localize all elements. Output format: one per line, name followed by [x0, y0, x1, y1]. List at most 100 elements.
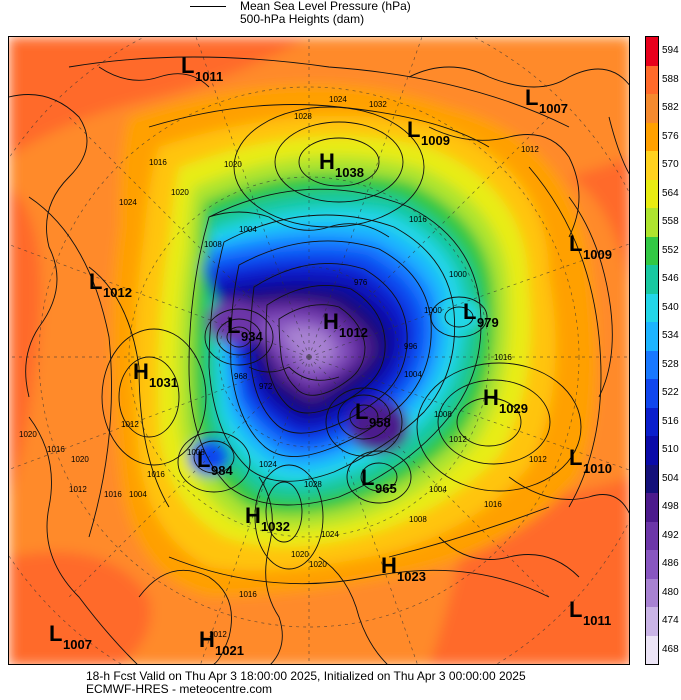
pressure-value: 1029: [499, 401, 528, 416]
isobar-label: 1024: [119, 198, 137, 207]
pressure-value: 1010: [583, 461, 612, 476]
isobar-label: 1020: [224, 160, 242, 169]
weather-map: 1024 1028 1032 1016 1020 1024 1012 1016 …: [8, 36, 630, 665]
colorbar-cell: [646, 493, 658, 522]
pressure-symbol: L: [407, 117, 420, 142]
colorbar-cell: [646, 607, 658, 636]
isobar-label: 1012: [69, 485, 87, 494]
isobar-label: 1024: [321, 530, 339, 539]
pressure-low-1010: L 1010: [569, 445, 612, 476]
isobar-label: 1012: [449, 435, 467, 444]
isobar-label: 996: [404, 342, 418, 351]
pressure-value: 1012: [103, 285, 132, 300]
isobar-label: 1020: [171, 188, 189, 197]
colorbar-cell: [646, 236, 658, 266]
footer: 18-h Fcst Valid on Thu Apr 3 18:00:00 20…: [86, 670, 526, 696]
pressure-value: 1038: [335, 165, 364, 180]
isobar-label: 1020: [19, 430, 37, 439]
pressure-symbol: H: [483, 385, 499, 410]
pressure-systems: L 1011 L 1007 L 1009 H 1038 L 1009 L 101…: [49, 53, 612, 658]
pressure-low-984: L 984: [197, 447, 233, 478]
pressure-value: 1011: [195, 69, 223, 84]
pressure-low-934: L 934: [227, 313, 263, 344]
isobar-label: 1008: [434, 410, 452, 419]
pressure-value: 1009: [421, 133, 450, 148]
pressure-symbol: L: [197, 447, 210, 472]
colorbar-cell: [646, 94, 658, 123]
colorbar-tick-label: 534: [662, 330, 679, 342]
pressure-symbol: H: [245, 503, 261, 528]
isobar-label: 1016: [484, 500, 502, 509]
isobar-label: 1016: [147, 470, 165, 479]
pressure-value: 984: [211, 463, 233, 478]
isobar-label: 1020: [291, 550, 309, 559]
pressure-value: 1009: [583, 247, 612, 262]
colorbar-tick-label: 594: [662, 45, 679, 57]
pressure-value: 1007: [63, 637, 92, 652]
legend-heights-label: 500-hPa Heights (dam): [240, 12, 365, 26]
pressure-symbol: L: [89, 269, 102, 294]
isobar-label: 1028: [304, 480, 322, 489]
pressure-low-1007-sw: L 1007: [49, 621, 92, 652]
legend-mslp-label: Mean Sea Level Pressure (hPa): [240, 0, 411, 13]
pressure-symbol: L: [569, 445, 582, 470]
pressure-low-1011-nw: L 1011: [181, 53, 223, 84]
pressure-symbol: L: [525, 85, 538, 110]
isobar-label: 968: [234, 372, 248, 381]
colorbar-cell: [646, 635, 658, 664]
colorbar-cell: [646, 379, 658, 408]
pressure-high-1032: H 1032: [245, 503, 290, 534]
colorbar-tick-label: 474: [662, 615, 679, 627]
isobar-label: 1016: [409, 215, 427, 224]
colorbar-cell: [646, 436, 658, 465]
pressure-symbol: H: [133, 359, 149, 384]
pressure-value: 1007: [539, 101, 568, 116]
pressure-value: 1031: [149, 375, 178, 390]
pressure-high-1038: H 1038: [319, 149, 364, 180]
forecast-valid-text: 18-h Fcst Valid on Thu Apr 3 18:00:00 20…: [86, 669, 526, 683]
colorbar-tick-label: 498: [662, 501, 679, 513]
pressure-value: 1021: [215, 643, 244, 658]
isobar-label: 1032: [369, 100, 387, 109]
pressure-symbol: L: [355, 399, 368, 424]
isobar-label: 1012: [529, 455, 547, 464]
pressure-value: 958: [369, 415, 391, 430]
colorbar-cell: [646, 65, 658, 95]
pressure-low-958: L 958: [355, 399, 391, 430]
isobar-label: 1008: [187, 448, 205, 457]
colorbar-tick-label: 570: [662, 159, 679, 171]
pressure-low-1012-w: L 1012: [89, 269, 132, 300]
coastlines: [9, 66, 629, 664]
colorbar-tick-label: 510: [662, 444, 679, 456]
pressure-value: 1032: [261, 519, 290, 534]
colorbar-tick-label: 516: [662, 415, 679, 427]
isobar-label: 1004: [129, 490, 147, 499]
pressure-low-1007-ne: L 1007: [525, 85, 568, 116]
pressure-value: 1023: [397, 569, 426, 584]
isobar-label: 1012: [121, 420, 139, 429]
legend: Mean Sea Level Pressure (hPa) 500-hPa He…: [190, 0, 490, 30]
pressure-value: 1012: [339, 325, 368, 340]
colorbar-tick-label: 492: [662, 529, 679, 541]
pressure-symbol: L: [49, 621, 62, 646]
colorbar-cell: [646, 578, 658, 608]
colorbar-cell: [646, 322, 658, 351]
isobar-label: 1016: [494, 353, 512, 362]
colorbar-tick-label: 468: [662, 643, 679, 655]
colorbar-cell: [646, 208, 658, 237]
pressure-high-1012-center: H 1012: [323, 309, 368, 340]
colorbar-cell: [646, 464, 658, 494]
height-field: [9, 37, 629, 664]
colorbar-cell: [646, 151, 658, 180]
graticule: [9, 37, 629, 664]
pressure-symbol: L: [569, 597, 582, 622]
isobars: [28, 56, 602, 598]
pressure-value: 979: [477, 315, 499, 330]
pressure-symbol: H: [199, 627, 215, 652]
isobar-label: 972: [259, 382, 273, 391]
pressure-value: 1011: [583, 613, 611, 628]
pressure-low-965: L 965: [361, 465, 397, 496]
pressure-symbol: H: [381, 553, 397, 578]
map-canvas: 1024 1028 1032 1016 1020 1024 1012 1016 …: [9, 37, 629, 664]
isobar-label: 1016: [47, 445, 65, 454]
